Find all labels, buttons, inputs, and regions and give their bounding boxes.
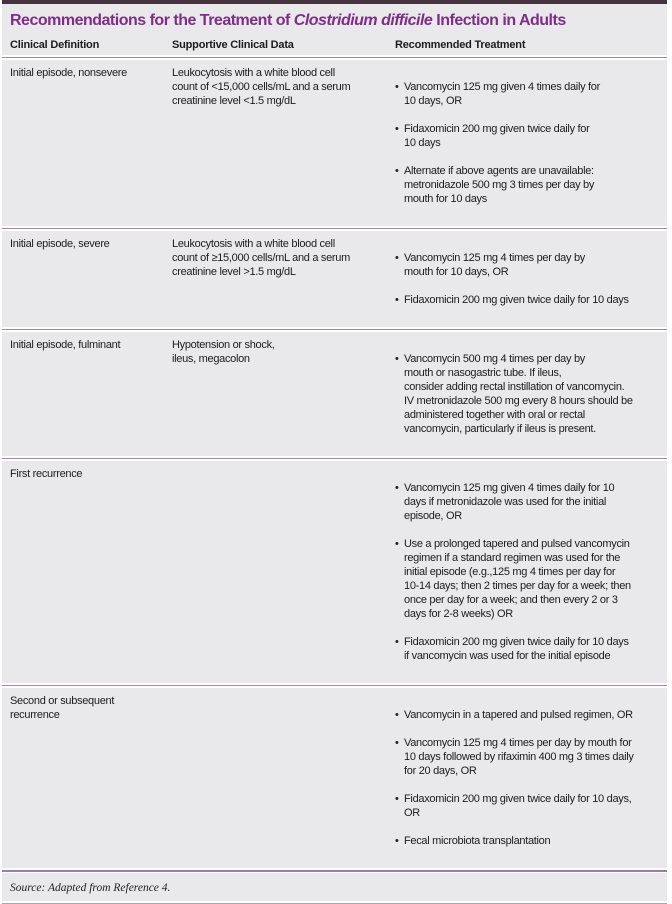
supportive-data-cell [172,694,395,862]
table-row-second-recurrence: Second or subsequent recurrence Vancomyc… [2,688,667,868]
title-organism-italic: Clostridium difficile [293,12,433,29]
recommended-treatment-cell: Vancomycin 125 mg given 4 times daily fo… [395,66,663,220]
treatment-table: Recommendations for the Treatment of Clo… [2,4,667,901]
treatment-item: Vancomycin 500 mg 4 times per day by mou… [395,352,663,436]
column-header-recommended-treatment: Recommended Treatment [395,39,526,51]
treatment-item: Fidaxomicin 200 mg given twice daily for… [395,635,663,663]
supportive-data-cell: Leukocytosis with a white blood cell cou… [172,67,351,107]
recommended-treatment-cell: Vancomycin 125 mg given 4 times daily fo… [395,467,663,677]
title-prefix: Recommendations for the Treatment of [10,12,294,29]
treatment-item: Fecal microbiota transplantation [395,834,663,848]
column-header-row: Clinical Definition Supportive Clinical … [2,36,667,55]
column-header-clinical-definition: Clinical Definition [10,39,100,51]
recommended-treatment-cell: Vancomycin in a tapered and pulsed regim… [395,694,663,862]
table-row-initial-fulminant: Initial episode, fulminant Hypotension o… [2,332,667,456]
table-row-first-recurrence: First recurrence Vancomycin 125 mg given… [2,461,667,683]
table-title: Recommendations for the Treatment of Clo… [2,4,667,36]
treatment-item: Vancomycin 125 mg given 4 times daily fo… [395,80,663,108]
table-row-initial-nonsevere: Initial episode, nonsevere Leukocytosis … [2,60,667,226]
treatment-item: Vancomycin 125 mg 4 times per day by mou… [395,251,663,279]
clinical-definition-cell: Initial episode, nonsevere [10,67,127,79]
supportive-data-cell [172,467,395,677]
treatment-item: Vancomycin 125 mg 4 times per day by mou… [395,736,663,778]
clinical-definition-cell: Initial episode, severe [10,238,110,250]
recommended-treatment-cell: Vancomycin 125 mg 4 times per day by mou… [395,237,663,321]
source-note: Source: Adapted from Reference 4. [10,882,171,894]
top-rule [2,0,667,4]
treatment-item: Vancomycin in a tapered and pulsed regim… [395,708,663,722]
treatment-item: Use a prolonged tapered and pulsed vanco… [395,537,663,621]
treatment-item: Fidaxomicin 200 mg given twice daily for… [395,792,663,820]
treatment-item: Vancomycin 125 mg given 4 times daily fo… [395,481,663,523]
clinical-definition-cell: Initial episode, fulminant [10,339,121,351]
column-header-supportive-clinical-data: Supportive Clinical Data [172,39,294,51]
clinical-definition-cell: First recurrence [10,468,83,480]
treatment-item: Alternate if above agents are unavailabl… [395,164,663,206]
supportive-data-cell: Hypotension or shock, ileus, megacolon [172,339,275,365]
row-divider [2,456,667,461]
treatment-item: Fidaxomicin 200 mg given twice daily for… [395,122,663,150]
supportive-data-cell: Leukocytosis with a white blood cell cou… [172,238,350,278]
clinical-definition-cell: Second or subsequent recurrence [10,695,115,721]
title-suffix: Infection in Adults [432,12,566,29]
table-row-initial-severe: Initial episode, severe Leukocytosis wit… [2,231,667,327]
treatment-item: Fidaxomicin 200 mg given twice daily for… [395,293,663,307]
source-row: Source: Adapted from Reference 4. [2,873,667,901]
row-divider [2,226,667,231]
recommended-treatment-cell: Vancomycin 500 mg 4 times per day by mou… [395,338,663,450]
header-divider [2,55,667,60]
row-divider [2,327,667,332]
